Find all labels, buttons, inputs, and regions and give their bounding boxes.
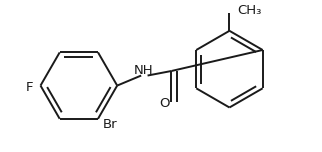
Text: O: O: [159, 97, 170, 110]
Text: F: F: [26, 81, 33, 94]
Text: Br: Br: [103, 118, 117, 131]
Text: CH₃: CH₃: [237, 4, 261, 17]
Text: NH: NH: [133, 64, 153, 78]
